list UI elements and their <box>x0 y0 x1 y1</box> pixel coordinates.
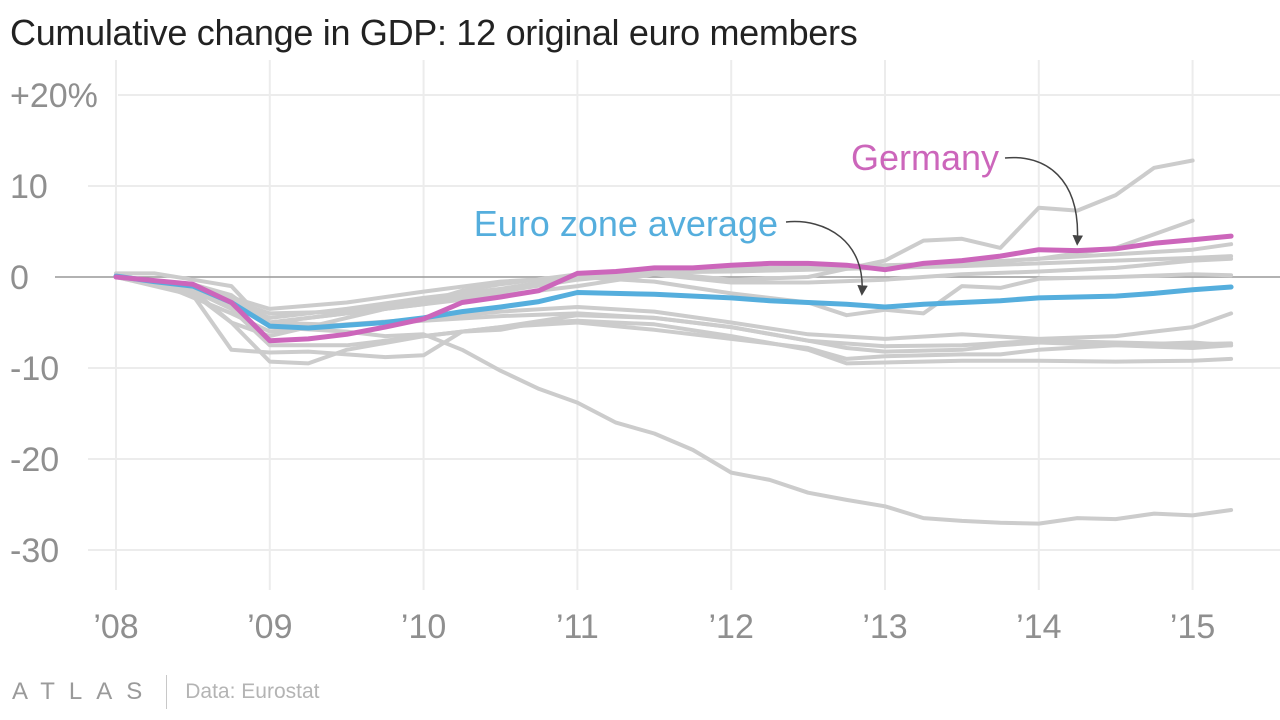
y-tick-label: -10 <box>10 350 59 388</box>
y-tick-label: 10 <box>10 168 48 206</box>
y-tick-label: -20 <box>10 441 59 479</box>
data-source: Data: Eurostat <box>185 680 320 703</box>
footer-divider <box>166 675 168 709</box>
y-tick-label: +20% <box>10 77 98 115</box>
footer: ATLAS Data: Eurostat <box>12 672 319 712</box>
y-tick-label: -30 <box>10 532 59 570</box>
country-line <box>114 275 1234 366</box>
x-tick-label: ’12 <box>709 608 754 646</box>
highlighted-lines <box>113 233 1234 344</box>
euro-zone-average-line <box>113 273 1234 331</box>
y-tick-label: 0 <box>10 259 29 297</box>
germany-line <box>113 233 1234 344</box>
x-axis: ’08 ’09 ’10 ’11 ’12 ’13 ’14 ’15 <box>93 608 1215 646</box>
germany-arrow <box>1004 156 1083 246</box>
country-line <box>114 275 1234 361</box>
chart-title: Cumulative change in GDP: 12 original eu… <box>10 12 858 53</box>
y-axis: +20% 10 0 -10 -20 -30 <box>10 77 98 570</box>
euro-zone-average-arrow <box>785 220 868 296</box>
x-tick-label: ’13 <box>862 608 907 646</box>
country-line <box>114 275 1234 366</box>
chart-canvas: +20% 10 0 -10 -20 -30 ’08 ’09 ’10 ’11 ’12 ’13 ’14 ’1… <box>10 60 1280 646</box>
grid-layer <box>88 60 1280 590</box>
annotations: Germany Euro zone average <box>474 137 1083 296</box>
country-line <box>114 254 1234 316</box>
x-tick-label: ’15 <box>1170 608 1215 646</box>
x-tick-label: ’08 <box>93 608 138 646</box>
x-tick-label: ’09 <box>247 608 292 646</box>
germany-label: Germany <box>851 137 999 178</box>
country-line <box>114 271 1234 526</box>
x-tick-label: ’11 <box>556 608 599 646</box>
country-line <box>114 256 1234 325</box>
x-tick-label: ’10 <box>401 608 446 646</box>
atlas-logo: ATLAS <box>12 678 157 705</box>
euro-zone-average-label: Euro zone average <box>474 203 778 244</box>
x-tick-label: ’14 <box>1016 608 1061 646</box>
